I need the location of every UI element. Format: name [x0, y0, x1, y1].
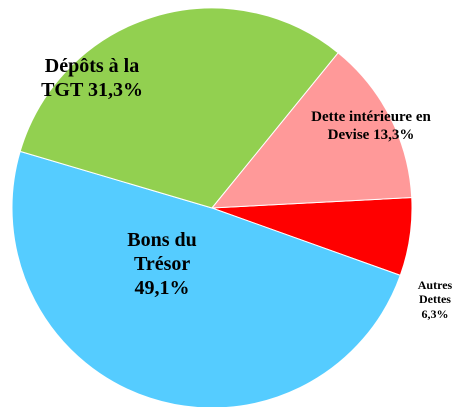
- category-label: Bons du Trésor: [127, 229, 197, 275]
- value-label: 6,3%: [421, 306, 449, 321]
- value-label: 49,1%: [134, 277, 190, 299]
- pie-slice: [210, 52, 413, 209]
- pie-slice: [19, 7, 339, 209]
- category-label: Dette intérieure en Devise: [311, 109, 431, 143]
- slice-label: Autres Dettes 6,3%: [410, 278, 457, 321]
- slice-label: Dette intérieure en Devise 13,3%: [296, 108, 446, 144]
- pie-slice: [11, 150, 401, 407]
- category-label: Dépôts à la TGT: [41, 55, 140, 101]
- category-label: Autres Dettes: [417, 278, 453, 307]
- slice-label: Bons du Trésor 49,1%: [112, 228, 212, 300]
- value-label: 13,3%: [373, 127, 415, 143]
- value-label: 31,3%: [87, 79, 143, 101]
- slice-label: Dépôts à la TGT 31,3%: [36, 54, 148, 102]
